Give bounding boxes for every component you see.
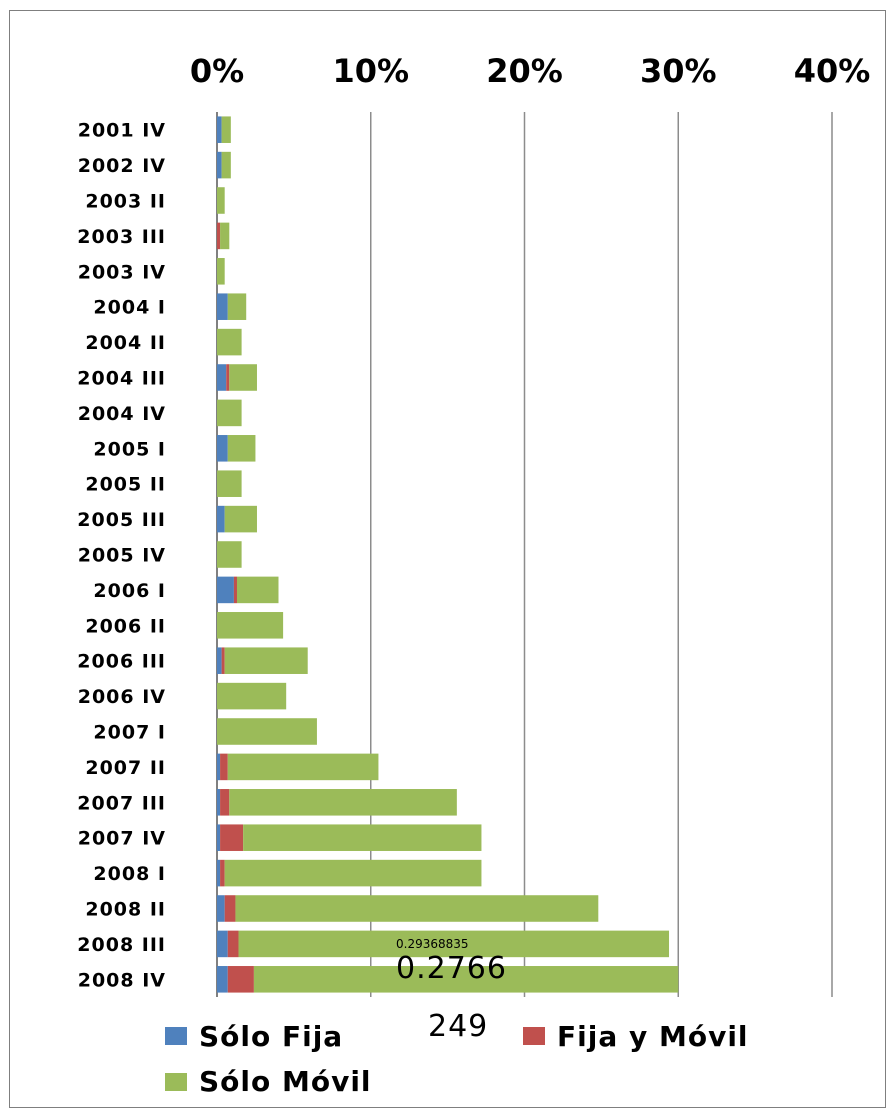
category-label: 2001 IV	[78, 120, 166, 142]
bar-segment-solo-movil	[217, 470, 242, 497]
bar-segment-solo-movil	[227, 435, 256, 462]
bar-segment-solo-movil	[217, 328, 242, 356]
bar-segment-solo-fija	[217, 293, 228, 320]
legend-label-solo-movil: Sólo Móvil	[199, 1065, 372, 1098]
legend-swatch-fija-y-movil	[523, 1027, 545, 1045]
category-label: 2008 I	[93, 863, 166, 885]
category-label: 2005 IV	[78, 545, 166, 567]
x-tick-label: 40%	[794, 52, 871, 90]
bar-segment-solo-fija	[217, 647, 222, 674]
category-label: 2003 III	[77, 226, 166, 248]
bar-segment-fija-y-movil	[220, 753, 228, 781]
chart-frame	[9, 10, 886, 1108]
x-tick-label: 20%	[486, 52, 563, 90]
bar-segment-solo-movil	[221, 151, 231, 179]
bar-segment-solo-fija	[217, 116, 222, 143]
bar-segment-solo-movil	[253, 966, 679, 993]
bar-segment-solo-movil	[224, 505, 257, 533]
category-label: 2005 II	[85, 474, 166, 496]
category-label: 2008 IV	[78, 969, 166, 991]
bars	[217, 116, 679, 993]
category-label: 2004 III	[77, 368, 166, 390]
bar-segment-solo-movil	[220, 222, 230, 250]
category-label: 2002 IV	[78, 155, 166, 177]
category-label: 2005 I	[93, 438, 166, 460]
category-label: 2005 III	[77, 509, 166, 531]
category-label: 2007 IV	[78, 828, 166, 850]
bar-segment-fija-y-movil	[217, 222, 221, 250]
category-label: 2004 IV	[78, 403, 166, 425]
bar-segment-solo-fija	[217, 753, 221, 781]
bar-segment-solo-fija	[217, 435, 228, 462]
bar-segment-solo-fija	[217, 576, 234, 604]
category-label: 2004 I	[93, 297, 166, 319]
bar-segment-solo-movil	[217, 541, 242, 568]
category-label: 2008 III	[77, 934, 166, 956]
category-label: 2007 III	[77, 792, 166, 814]
bar-segment-fija-y-movil	[220, 859, 225, 887]
bar-segment-solo-movil	[224, 647, 308, 674]
category-label: 2003 II	[85, 191, 166, 213]
bar-segment-fija-y-movil	[220, 824, 244, 851]
bar-segment-solo-fija	[217, 859, 221, 887]
bar-segment-solo-movil	[243, 824, 482, 851]
bar-segment-solo-movil	[224, 859, 482, 887]
annotation-small: 0.29368835	[396, 937, 469, 951]
category-label: 2007 II	[85, 757, 166, 779]
bar-segment-solo-fija	[217, 966, 228, 993]
bar-segment-solo-movil	[217, 612, 284, 639]
legend-label-solo-fija: Sólo Fija	[199, 1020, 343, 1053]
bar-segment-solo-fija	[217, 364, 227, 391]
annotations: 0.29368835 0.2766 249	[396, 937, 507, 1044]
category-labels: 2001 IV 2002 IV 2003 II 2003 III 2003 IV 2004…	[77, 120, 166, 992]
annotation-value-cont: 249	[428, 1009, 488, 1044]
bar-segment-solo-fija	[217, 930, 228, 958]
bar-segment-solo-movil	[238, 930, 670, 958]
x-tick-label: 30%	[640, 52, 717, 90]
legend-swatch-solo-fija	[165, 1027, 187, 1045]
bar-segment-solo-movil	[217, 682, 287, 710]
bar-segment-fija-y-movil	[220, 789, 230, 816]
x-tick-label: 0%	[190, 52, 244, 90]
bar-segment-fija-y-movil	[221, 647, 225, 674]
bar-segment-fija-y-movil	[227, 966, 254, 993]
bar-segment-solo-fija	[217, 151, 222, 179]
category-label: 2007 I	[93, 722, 166, 744]
bar-segment-fija-y-movil	[227, 930, 239, 958]
legend-swatch-solo-movil	[165, 1073, 187, 1091]
x-tick-label: 10%	[332, 52, 409, 90]
annotation-value: 0.2766	[396, 951, 507, 986]
bar-segment-solo-movil	[217, 258, 225, 285]
category-label: 2006 I	[93, 580, 166, 602]
category-label: 2003 IV	[78, 261, 166, 283]
bar-segment-solo-movil	[236, 576, 279, 604]
legend-label-fija-y-movil: Fija y Móvil	[557, 1020, 749, 1053]
category-label: 2004 II	[85, 332, 166, 354]
bar-segment-solo-fija	[217, 824, 221, 851]
bar-segment-solo-fija	[217, 505, 225, 533]
bar-segment-solo-movil	[227, 753, 379, 781]
bar-segment-solo-movil	[227, 293, 247, 320]
bar-segment-solo-movil	[217, 187, 225, 214]
category-label: 2006 IV	[78, 686, 166, 708]
bar-segment-solo-movil	[229, 364, 257, 391]
legend: Sólo Fija Fija y Móvil Sólo Móvil	[165, 1020, 749, 1098]
bar-segment-solo-fija	[217, 895, 225, 922]
bar-segment-fija-y-movil	[224, 895, 236, 922]
bar-segment-fija-y-movil	[233, 576, 237, 604]
category-label: 2006 II	[85, 615, 166, 637]
bar-segment-solo-movil	[217, 399, 242, 427]
bar-segment-solo-movil	[229, 789, 457, 816]
category-label: 2008 II	[85, 899, 166, 921]
category-label: 2006 III	[77, 651, 166, 673]
bar-segment-solo-fija	[217, 789, 221, 816]
bar-segment-solo-movil	[221, 116, 231, 143]
bar-segment-solo-movil	[235, 895, 599, 922]
bar-segment-solo-movil	[217, 718, 317, 745]
bar-segment-fija-y-movil	[226, 364, 230, 391]
x-axis-ticks: 0% 10% 20% 30% 40%	[190, 52, 870, 90]
